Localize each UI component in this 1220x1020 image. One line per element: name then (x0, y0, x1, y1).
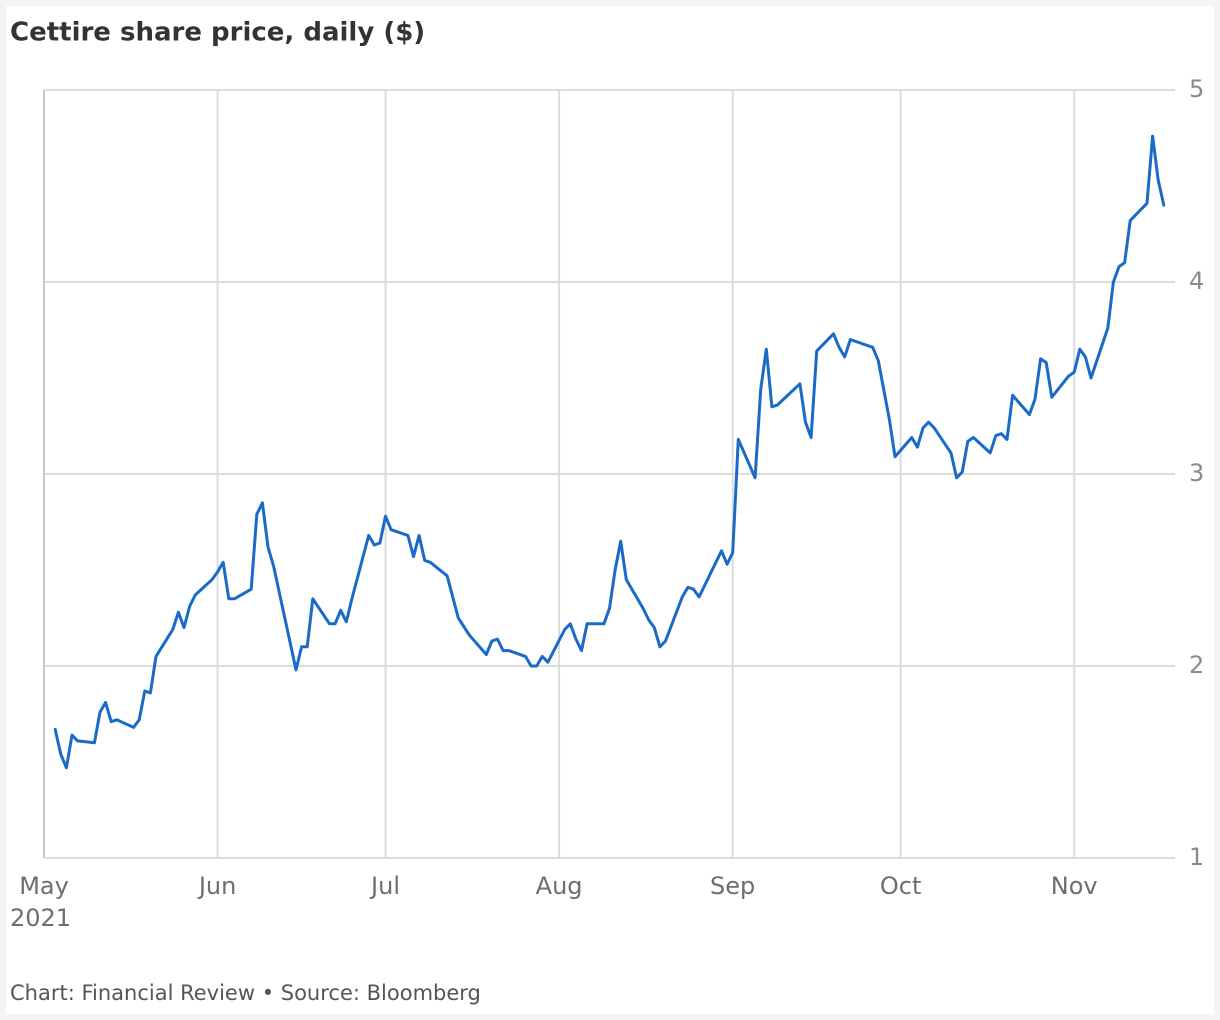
x-year-label: 2021 (10, 904, 71, 932)
x-tick-label: May (19, 872, 69, 900)
chart-title: Cettire share price, daily ($) (10, 18, 425, 48)
chart-background (6, 6, 1214, 1014)
chart: Cettire share price, daily ($) 2021 Char… (0, 0, 1220, 1020)
x-tick-label: Oct (880, 872, 922, 900)
y-tick-label: 3 (1189, 459, 1204, 487)
y-tick-label: 2 (1189, 651, 1204, 679)
x-tick-label: Aug (536, 872, 583, 900)
x-tick-label: Nov (1051, 872, 1098, 900)
source-note: Chart: Financial Review • Source: Bloomb… (10, 981, 481, 1005)
x-tick-label: Jul (369, 872, 400, 900)
y-tick-label: 4 (1189, 267, 1204, 295)
y-tick-label: 5 (1189, 75, 1204, 103)
x-tick-label: Sep (710, 872, 755, 900)
x-tick-label: Jun (197, 872, 237, 900)
y-tick-label: 1 (1189, 843, 1204, 871)
page: Cettire share price, daily ($) 2021 Char… (0, 0, 1220, 1020)
